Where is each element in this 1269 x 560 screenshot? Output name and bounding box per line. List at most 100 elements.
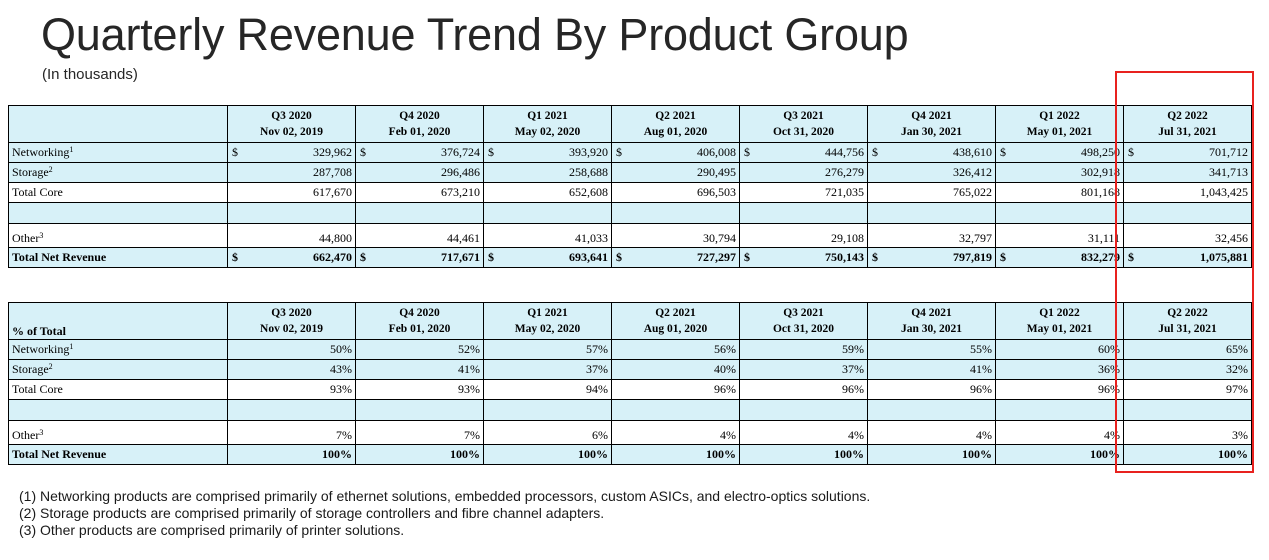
revenue-cell: 801,168	[995, 182, 1124, 203]
revenue-value: 696,503	[697, 185, 736, 199]
revenue-value: 438,610	[953, 145, 992, 159]
header-row: Q3 2020 Nov 02, 2019 Q4 2020 Feb 01, 2020 Q1…	[8, 105, 1252, 143]
revenue-value: 801,168	[1081, 185, 1120, 199]
revenue-table: Q3 2020 Nov 02, 2019 Q4 2020 Feb 01, 2020 Q1…	[8, 105, 1252, 268]
revenue-cell: $717,671	[355, 247, 484, 268]
revenue-cell: 652,608	[483, 182, 612, 203]
percent-cell: 96%	[995, 379, 1124, 400]
currency-symbol: $	[1128, 250, 1134, 264]
row-label-cell: Other3	[8, 420, 228, 445]
revenue-value: 44,461	[447, 231, 480, 245]
revenue-cell: 1,043,425	[1123, 182, 1252, 203]
revenue-value: 44,800	[319, 231, 352, 245]
revenue-value: 302,918	[1081, 165, 1120, 179]
revenue-cell: 258,688	[483, 162, 612, 183]
column-quarter: Q3 2020	[271, 110, 312, 122]
footnote-1: (1) Networking products are comprised pr…	[19, 488, 871, 504]
row-label-cell: Total Net Revenue	[8, 247, 228, 268]
currency-symbol: $	[744, 250, 750, 264]
revenue-cell: 341,713	[1123, 162, 1252, 183]
empty-cell	[867, 399, 996, 421]
column-quarter: Q2 2022	[1167, 110, 1208, 122]
header-row: % of Total Q3 2020 Nov 02, 2019 Q4 2020 Feb …	[8, 302, 1252, 340]
percent-cell: 4%	[995, 420, 1124, 445]
percent-of-total-table: % of Total Q3 2020 Nov 02, 2019 Q4 2020 Feb …	[8, 302, 1252, 465]
header-label-cell: % of Total	[8, 302, 228, 340]
revenue-cell: 765,022	[867, 182, 996, 203]
row-label: Total Core	[12, 185, 63, 199]
empty-cell	[355, 399, 484, 421]
footnote-marker: 1	[69, 342, 74, 351]
column-header: Q3 2020 Nov 02, 2019	[227, 302, 356, 340]
column-quarter: Q3 2021	[783, 110, 824, 122]
revenue-cell: 721,035	[739, 182, 868, 203]
column-quarter: Q1 2022	[1039, 307, 1080, 319]
revenue-cell: $832,279	[995, 247, 1124, 268]
currency-symbol: $	[744, 145, 750, 159]
column-date: May 01, 2021	[1026, 323, 1093, 335]
revenue-value: 662,470	[313, 250, 352, 264]
percent-cell: 100%	[611, 444, 740, 465]
column-date: Aug 01, 2020	[643, 323, 708, 335]
column-quarter: Q4 2021	[911, 307, 952, 319]
row-label-cell: Total Net Revenue	[8, 444, 228, 465]
percent-cell: 41%	[867, 359, 996, 380]
revenue-cell: $1,075,881	[1123, 247, 1252, 268]
row-label-cell: Networking1	[8, 142, 228, 163]
revenue-value: 326,412	[953, 165, 992, 179]
percent-cell: 65%	[1123, 339, 1252, 360]
footnote-marker: 2	[48, 165, 53, 174]
currency-symbol: $	[488, 250, 494, 264]
column-header: Q2 2022 Jul 31, 2021	[1123, 105, 1252, 143]
empty-cell	[8, 202, 228, 224]
column-date: Nov 02, 2019	[260, 126, 323, 138]
revenue-value: 444,756	[825, 145, 864, 159]
currency-symbol: $	[872, 145, 878, 159]
revenue-value: 29,108	[831, 231, 864, 245]
currency-symbol: $	[1000, 145, 1006, 159]
revenue-cell: $406,008	[611, 142, 740, 163]
revenue-cell: 32,456	[1123, 223, 1252, 248]
column-date: Oct 31, 2020	[772, 323, 834, 335]
percent-cell: 7%	[227, 420, 356, 445]
column-quarter: Q4 2021	[911, 110, 952, 122]
page-subtitle: (In thousands)	[42, 66, 138, 83]
currency-symbol: $	[232, 145, 238, 159]
percent-cell: 55%	[867, 339, 996, 360]
revenue-cell: $438,610	[867, 142, 996, 163]
row-label: Other	[12, 231, 40, 245]
table-row: Networking1 $329,962 $376,724 $393,920 $406,…	[8, 142, 1252, 163]
revenue-value: 296,486	[441, 165, 480, 179]
footnote-2: (2) Storage products are comprised prima…	[19, 505, 605, 521]
column-date: Nov 02, 2019	[260, 323, 323, 335]
column-quarter: Q2 2022	[1167, 307, 1208, 319]
currency-symbol: $	[616, 145, 622, 159]
column-header: Q4 2021 Jan 30, 2021	[867, 302, 996, 340]
revenue-cell: 287,708	[227, 162, 356, 183]
revenue-cell: $727,297	[611, 247, 740, 268]
row-label-cell: Networking1	[8, 339, 228, 360]
empty-cell	[227, 399, 356, 421]
currency-symbol: $	[360, 145, 366, 159]
revenue-cell: 302,918	[995, 162, 1124, 183]
percent-cell: 96%	[739, 379, 868, 400]
revenue-cell: $750,143	[739, 247, 868, 268]
revenue-cell: 31,111	[995, 223, 1124, 248]
column-date: May 02, 2020	[514, 126, 581, 138]
percent-cell: 100%	[995, 444, 1124, 465]
footnote-marker: 2	[48, 362, 53, 371]
revenue-value: 406,008	[697, 145, 736, 159]
column-quarter: Q2 2021	[655, 110, 696, 122]
revenue-value: 617,670	[313, 185, 352, 199]
revenue-value: 797,819	[953, 250, 992, 264]
revenue-value: 276,279	[825, 165, 864, 179]
column-quarter: Q4 2020	[399, 307, 440, 319]
revenue-value: 41,033	[575, 231, 608, 245]
percent-cell: 6%	[483, 420, 612, 445]
revenue-cell: 44,461	[355, 223, 484, 248]
column-quarter: Q1 2021	[527, 110, 568, 122]
column-date: Oct 31, 2020	[772, 126, 834, 138]
revenue-cell: $797,819	[867, 247, 996, 268]
column-header: Q1 2021 May 02, 2020	[483, 302, 612, 340]
revenue-value: 673,210	[441, 185, 480, 199]
